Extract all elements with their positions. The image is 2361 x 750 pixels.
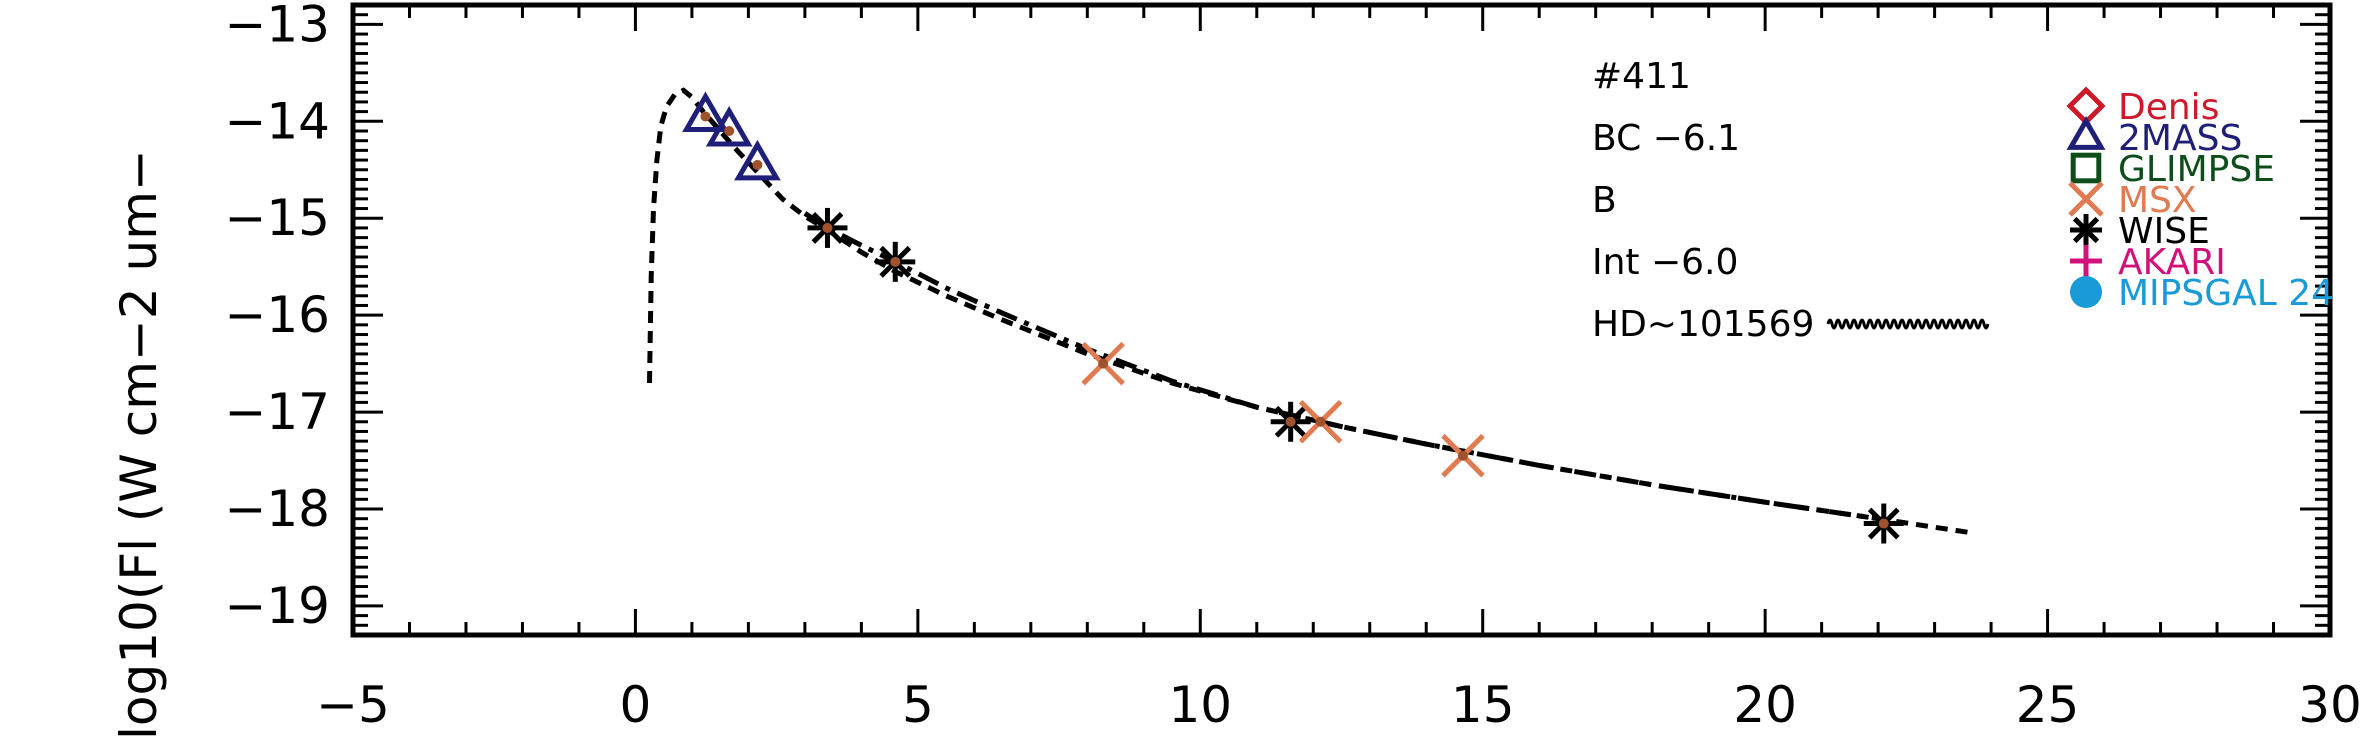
legend-label: GLIMPSE bbox=[2118, 149, 2275, 190]
x-tick-label: 20 bbox=[1733, 676, 1797, 734]
x-tick-label: 25 bbox=[2016, 676, 2080, 734]
legend-item: Denis bbox=[2066, 86, 2219, 128]
model-curves bbox=[647, 87, 1975, 536]
x-tick-label: 15 bbox=[1451, 676, 1515, 734]
x-tick-label: −5 bbox=[316, 676, 390, 734]
asterisk-marker-stroke bbox=[2072, 216, 2100, 244]
data-dot-marker bbox=[700, 111, 711, 122]
x-tick-label: 5 bbox=[902, 676, 934, 734]
y-tick-label: −15 bbox=[224, 189, 330, 247]
legend-label: Denis bbox=[2118, 87, 2219, 128]
plot-axes bbox=[350, 2, 2333, 638]
x-tick-label: 0 bbox=[620, 676, 652, 734]
legend-item: WISE bbox=[2070, 211, 2210, 252]
triangle-marker bbox=[705, 105, 753, 147]
y-tick-label: −13 bbox=[224, 0, 330, 53]
y-tick-label: −17 bbox=[224, 383, 330, 441]
annotation-line: B bbox=[1592, 180, 1617, 221]
annotation-line: BC −6.1 bbox=[1592, 118, 1740, 159]
legend-item: AKARI bbox=[2070, 242, 2226, 283]
data-dot-marker bbox=[1315, 416, 1326, 427]
data-dot-marker bbox=[752, 159, 763, 170]
legend-label: MIPSGAL 24 bbox=[2118, 273, 2334, 314]
legend-item: 2MASS bbox=[2066, 115, 2242, 159]
data-dot-marker bbox=[1285, 416, 1296, 427]
annotation-block: #411 BC −6.1 B Int −6.0 HD~101569 bbox=[1592, 56, 1990, 345]
legend-label: 2MASS bbox=[2118, 118, 2242, 159]
data-dot-marker bbox=[1098, 358, 1109, 369]
y-axis-label: log10(Fl (W cm−2 um− bbox=[110, 149, 168, 740]
y-tick-label: −19 bbox=[224, 577, 330, 635]
data-dot-marker bbox=[1878, 518, 1889, 529]
y-tick-label: −18 bbox=[224, 480, 330, 538]
annotation-line: HD~101569 bbox=[1592, 304, 1814, 345]
legend-label: WISE bbox=[2118, 211, 2210, 252]
triangle-marker bbox=[682, 91, 729, 132]
y-tick-label: −14 bbox=[224, 92, 330, 150]
annotation-line: Int −6.0 bbox=[1592, 242, 1738, 283]
legend-item: MSX bbox=[2068, 180, 2197, 221]
square-marker bbox=[2070, 152, 2102, 184]
triangle-marker bbox=[734, 139, 781, 181]
data-markers bbox=[682, 91, 1904, 544]
dash-dot-model-curve bbox=[803, 211, 1879, 522]
triangle-marker bbox=[2066, 115, 2106, 150]
legend-item: MIPSGAL 24 bbox=[2070, 273, 2334, 314]
data-points-series bbox=[700, 111, 1889, 529]
legend-label: MSX bbox=[2118, 180, 2197, 221]
plot-frame bbox=[350, 2, 2333, 638]
x-marker-stroke bbox=[2068, 181, 2104, 217]
data-dot-marker bbox=[890, 256, 901, 267]
msx-series bbox=[1081, 341, 1485, 478]
legend-item: GLIMPSE bbox=[2070, 149, 2275, 190]
data-dot-marker bbox=[822, 222, 833, 233]
x-tick-label: 30 bbox=[2298, 676, 2361, 734]
data-dot-marker bbox=[724, 126, 735, 136]
2mass-series bbox=[682, 91, 781, 181]
annotation-line: #411 bbox=[1592, 56, 1691, 97]
x-tick-label: 10 bbox=[1168, 676, 1232, 734]
hd-wavy-underline bbox=[1826, 318, 1990, 330]
legend-label: AKARI bbox=[2118, 242, 2226, 283]
wise-series bbox=[807, 207, 1904, 544]
y-tick-labels: −13 −14 −15 −16 −17 −18 −19 bbox=[224, 0, 330, 635]
x-tick-labels: −5 0 5 10 15 20 25 30 bbox=[316, 676, 2361, 734]
y-tick-label: −16 bbox=[224, 286, 330, 344]
circle-marker bbox=[2070, 276, 2102, 308]
data-dot-marker bbox=[1457, 450, 1468, 461]
